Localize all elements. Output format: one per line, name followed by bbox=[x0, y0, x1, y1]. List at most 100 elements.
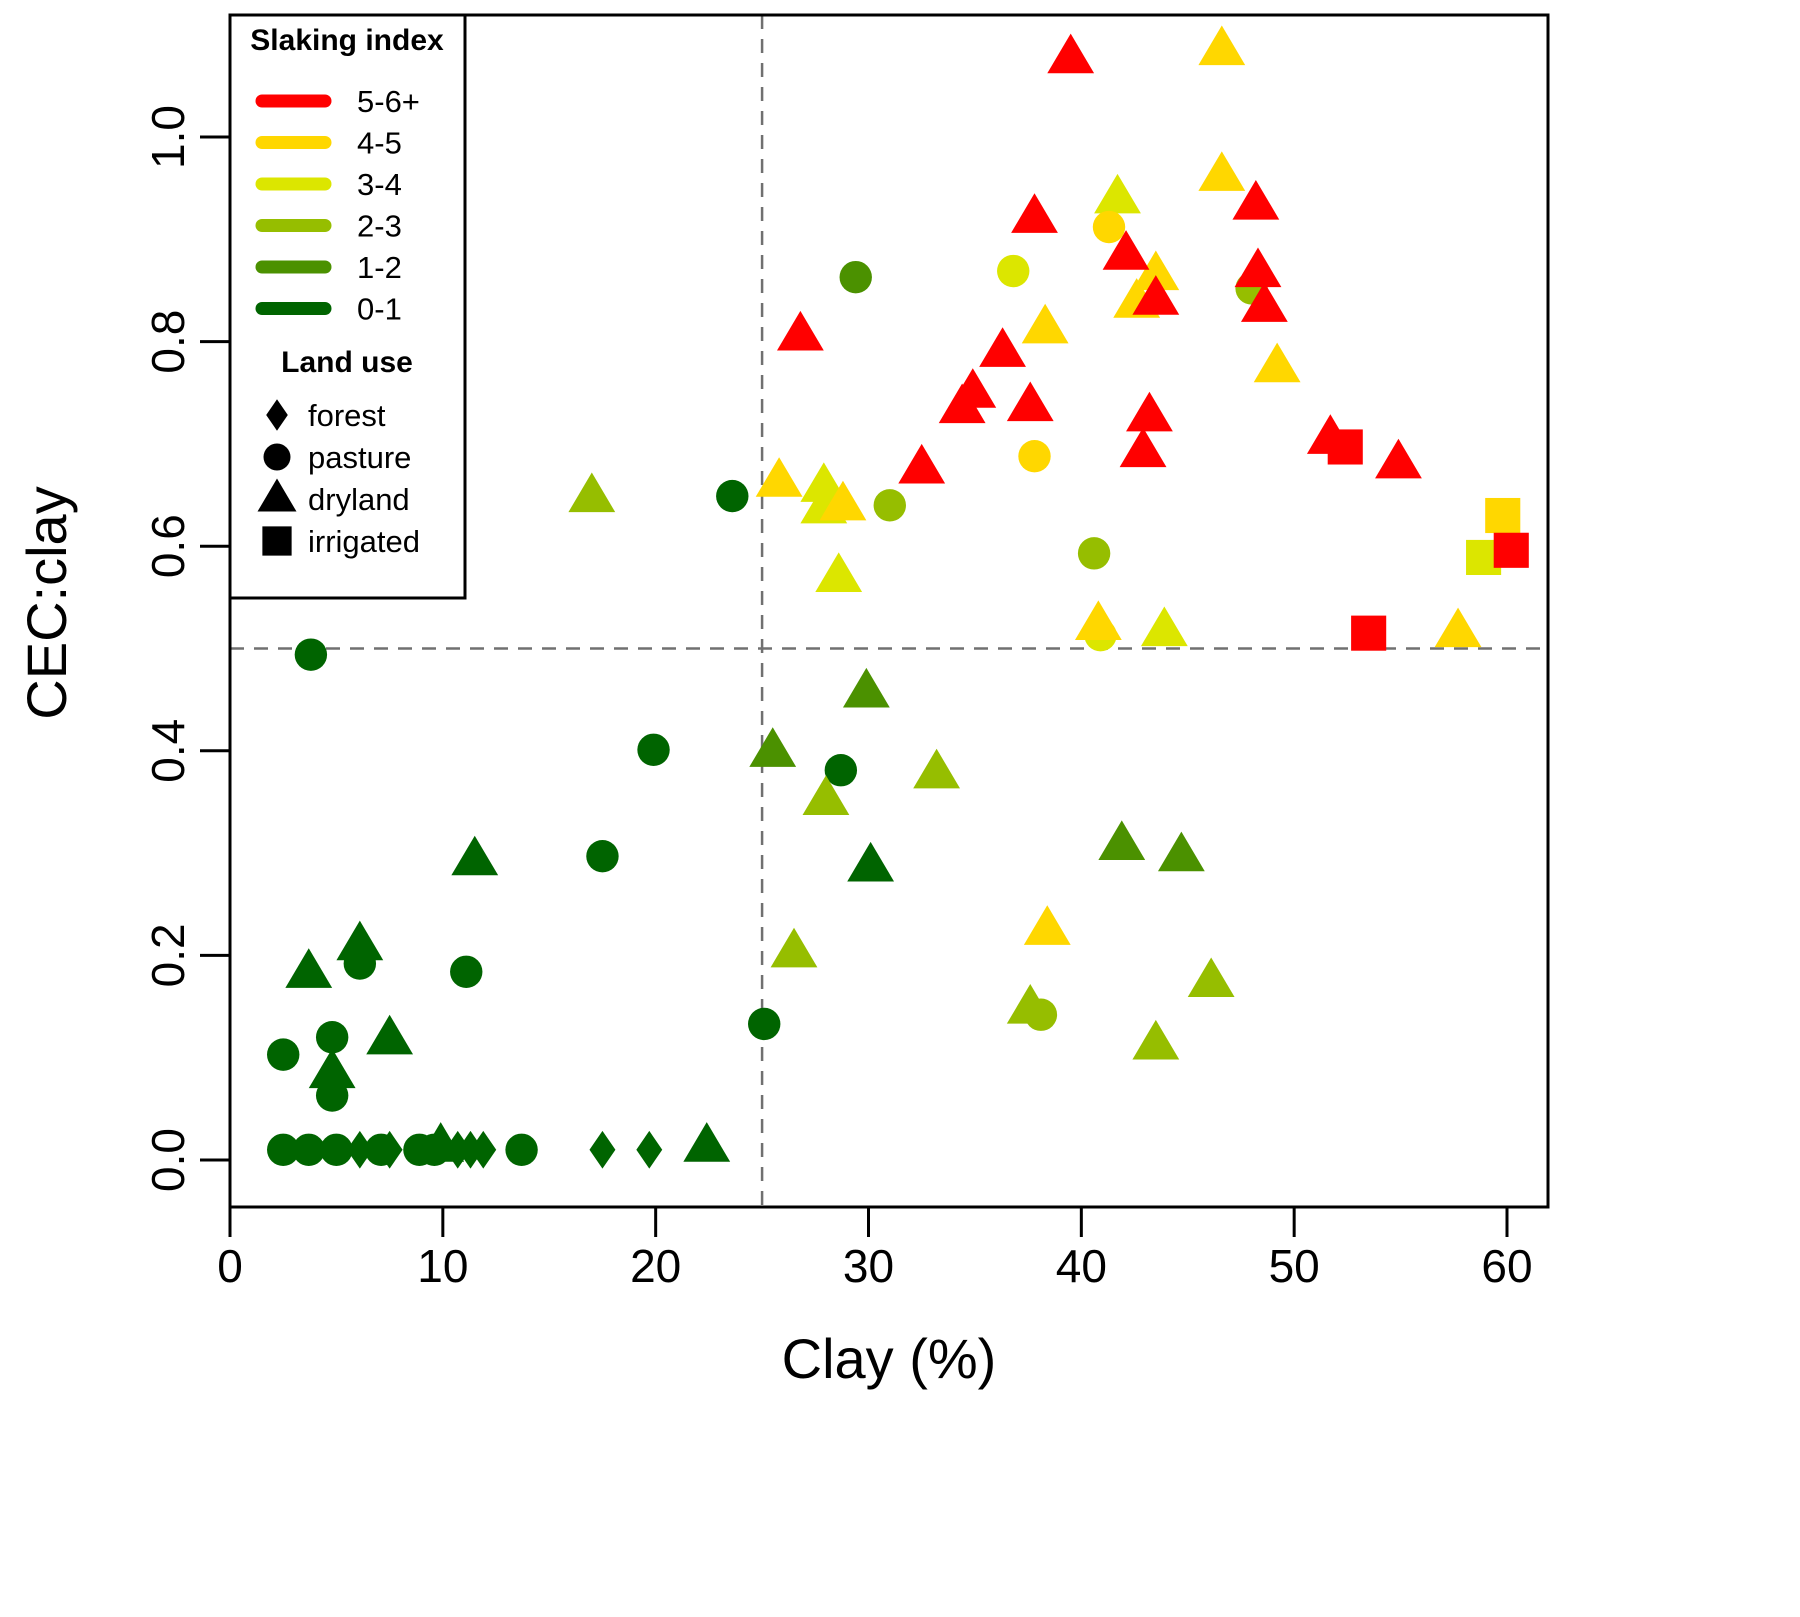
y-axis-label: CEC:clay bbox=[15, 486, 78, 719]
data-point bbox=[873, 489, 906, 522]
data-point bbox=[749, 727, 797, 767]
data-point bbox=[802, 775, 850, 815]
data-point bbox=[1018, 439, 1051, 473]
legend-shape-label: dryland bbox=[308, 482, 410, 517]
x-tick-label: 50 bbox=[1269, 1240, 1320, 1292]
data-point bbox=[346, 1130, 373, 1169]
legend-color-label: 5-6+ bbox=[357, 84, 420, 119]
data-point bbox=[636, 1130, 663, 1169]
data-point bbox=[1102, 230, 1150, 270]
legend-color-label: 1-2 bbox=[357, 250, 402, 285]
y-tick-label: 0.6 bbox=[142, 514, 194, 578]
data-point bbox=[1077, 537, 1111, 570]
x-axis-label: Clay (%) bbox=[782, 1327, 997, 1390]
x-tick-label: 0 bbox=[217, 1240, 243, 1292]
legend-color-label: 3-4 bbox=[357, 167, 402, 202]
data-point bbox=[470, 1130, 497, 1169]
data-point bbox=[1074, 600, 1122, 641]
y-tick-label: 1.0 bbox=[142, 105, 194, 169]
data-point bbox=[285, 948, 333, 988]
data-point bbox=[1119, 427, 1167, 468]
data-point bbox=[1132, 1019, 1180, 1060]
data-point bbox=[1140, 606, 1188, 647]
legend-shape-label: forest bbox=[308, 398, 386, 433]
data-point bbox=[451, 835, 499, 876]
y-axis: 0.0 0.2 0.4 0.6 0.8 1.0 bbox=[142, 105, 232, 1192]
data-point bbox=[308, 1048, 356, 1089]
data-point bbox=[1126, 391, 1173, 432]
data-point bbox=[1098, 820, 1146, 860]
y-tick-label: 0.0 bbox=[142, 1128, 194, 1192]
data-point bbox=[568, 472, 616, 513]
data-point bbox=[997, 254, 1030, 288]
data-point bbox=[842, 667, 890, 708]
x-tick-label: 10 bbox=[417, 1240, 468, 1292]
data-point bbox=[450, 955, 483, 988]
data-point bbox=[336, 920, 384, 961]
data-point bbox=[1047, 33, 1095, 74]
legend-color-label: 4-5 bbox=[357, 126, 402, 161]
legend: Slaking index 5-6+ 4-5 3-4 2-3 1-2 0-1 Land u… bbox=[228, 13, 467, 600]
data-point bbox=[683, 1122, 731, 1162]
y-tick-label: 0.8 bbox=[142, 310, 194, 374]
data-point bbox=[979, 327, 1026, 367]
data-point bbox=[898, 443, 946, 484]
data-point bbox=[748, 1007, 781, 1041]
data-point bbox=[770, 927, 818, 968]
data-point bbox=[1253, 342, 1301, 383]
legend-square-icon bbox=[262, 526, 292, 556]
data-point bbox=[1493, 532, 1529, 568]
data-point bbox=[938, 383, 986, 424]
legend-color-label: 2-3 bbox=[357, 209, 402, 244]
data-point bbox=[776, 310, 824, 351]
data-point bbox=[1434, 607, 1482, 648]
data-point bbox=[1011, 193, 1058, 233]
data-point bbox=[294, 638, 328, 671]
data-point bbox=[1198, 151, 1246, 191]
legend-shape-label: pasture bbox=[308, 440, 411, 475]
data-point bbox=[1094, 173, 1141, 214]
data-point bbox=[1006, 381, 1054, 422]
data-point bbox=[586, 839, 619, 873]
data-point bbox=[1021, 303, 1069, 344]
legend-color-title: Slaking index bbox=[250, 24, 444, 57]
data-point bbox=[1157, 831, 1205, 872]
data-point bbox=[824, 754, 858, 787]
data-point bbox=[366, 1014, 414, 1055]
data-point bbox=[589, 1130, 616, 1169]
data-point bbox=[1485, 497, 1521, 534]
data-point bbox=[847, 841, 895, 882]
data-point bbox=[1132, 250, 1180, 291]
legend-diamond-icon bbox=[266, 399, 288, 431]
legend-triangle-icon bbox=[257, 478, 297, 512]
x-tick-label: 60 bbox=[1481, 1240, 1532, 1292]
data-point bbox=[267, 1133, 300, 1166]
data-point bbox=[1234, 247, 1282, 288]
data-point bbox=[1024, 998, 1058, 1031]
legend-color-label: 0-1 bbox=[357, 292, 402, 327]
x-tick-label: 30 bbox=[843, 1240, 894, 1292]
data-point bbox=[1187, 957, 1235, 998]
data-point bbox=[800, 462, 848, 502]
data-point bbox=[716, 479, 749, 513]
legend-shape-entries: forest pasture dryland irrigated bbox=[257, 398, 420, 559]
data-points bbox=[267, 25, 1529, 1169]
data-point bbox=[637, 733, 670, 766]
data-point bbox=[1351, 615, 1387, 651]
data-point bbox=[755, 457, 803, 497]
x-tick-label: 20 bbox=[630, 1240, 681, 1292]
data-point bbox=[839, 260, 872, 294]
legend-shape-label: irrigated bbox=[308, 524, 420, 559]
y-tick-label: 0.2 bbox=[142, 923, 194, 987]
data-point bbox=[315, 1021, 349, 1054]
data-point bbox=[267, 1038, 300, 1071]
data-point bbox=[819, 480, 867, 521]
y-tick-label: 0.4 bbox=[142, 719, 194, 783]
data-point bbox=[913, 748, 961, 789]
legend-circle-icon bbox=[263, 443, 291, 471]
data-point bbox=[1092, 210, 1126, 244]
data-point bbox=[1375, 438, 1422, 479]
data-point bbox=[292, 1133, 325, 1166]
legend-color-entries: 5-6+ 4-5 3-4 2-3 1-2 0-1 bbox=[255, 84, 420, 327]
